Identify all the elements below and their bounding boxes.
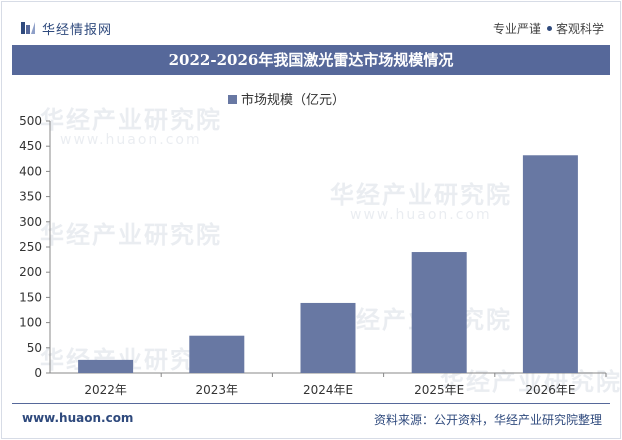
bar-chart: 市场规模（亿元） 0 50 100 150 200 250 300 350 400 450 500 20…: [19, 92, 607, 397]
x-tick-label: 2025年E: [414, 383, 464, 397]
y-tick-label: 450: [19, 139, 42, 153]
footer-url[interactable]: www.huaon.com: [22, 411, 134, 425]
separator-dot-icon: [546, 26, 552, 31]
y-tick-label: 500: [19, 114, 42, 128]
brand-logo-icon: [21, 22, 35, 34]
y-tick-label: 300: [19, 215, 42, 229]
x-tick-label: 2026年E: [525, 383, 575, 397]
footer-source: 资料来源：公开资料，华经产业研究院整理: [373, 413, 602, 427]
y-tick-label: 400: [19, 164, 42, 178]
legend-swatch: [228, 95, 237, 104]
y-tick-label: 50: [27, 341, 42, 355]
slogan: 专业严谨 客观科学: [493, 20, 604, 37]
bar: [78, 359, 134, 373]
y-tick-label: 0: [34, 366, 42, 380]
footer-divider: [12, 403, 610, 404]
bar: [189, 335, 245, 373]
y-tick-label: 250: [19, 240, 42, 254]
x-tick-label: 2024年E: [303, 383, 353, 397]
slogan-left: 专业严谨: [492, 22, 541, 36]
top-bar: 华经情报网 专业严谨 客观科学: [12, 14, 610, 42]
legend-label: 市场规模（亿元）: [241, 92, 345, 108]
chart-title: 2022-2026年我国激光雷达市场规模情况: [168, 51, 454, 69]
x-tick-label: 2022年: [84, 383, 127, 397]
y-tick-label: 350: [19, 190, 42, 204]
title-band: 2022-2026年我国激光雷达市场规模情况: [12, 45, 610, 75]
bar: [411, 252, 467, 373]
bar: [300, 302, 356, 373]
y-tick-label: 150: [19, 290, 42, 304]
brand-name: 华经情报网: [42, 23, 113, 38]
slogan-right: 客观科学: [555, 22, 604, 36]
y-tick-label: 200: [19, 265, 42, 279]
y-tick-label: 100: [19, 316, 42, 330]
x-tick-label: 2023年: [196, 383, 239, 397]
bar: [522, 155, 578, 373]
